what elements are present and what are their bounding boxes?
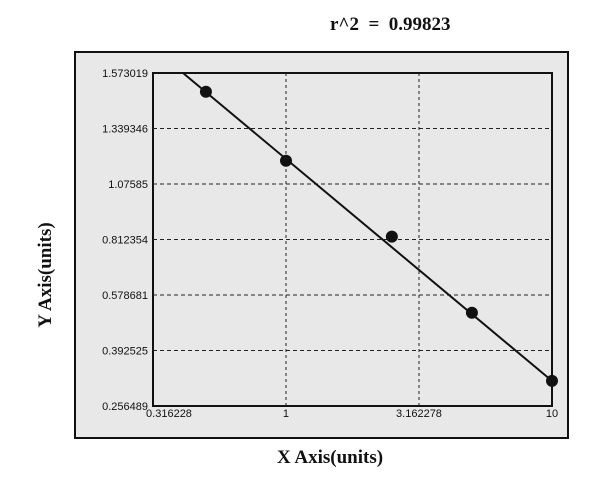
chart-title: r^2 = 0.99823 xyxy=(330,14,451,35)
data-point xyxy=(465,306,478,319)
y-tick-label: 0.578681 xyxy=(102,290,148,302)
x-tick-label: 10 xyxy=(546,408,558,420)
data-point xyxy=(199,85,212,98)
y-tick-label: 0.256489 xyxy=(102,401,148,413)
y-tick-label: 1.339346 xyxy=(102,124,148,136)
y-tick-label: 1.573019 xyxy=(102,68,148,80)
data-point xyxy=(279,154,292,167)
y-tick-label: 1.07585 xyxy=(108,179,148,191)
y-tick-label: 0.392525 xyxy=(102,346,148,358)
chart-frame xyxy=(74,51,569,439)
x-tick-label: 1 xyxy=(283,408,289,420)
x-axis-label: X Axis(units) xyxy=(276,447,384,468)
data-point xyxy=(546,374,558,387)
x-tick-label: 0.316228 xyxy=(146,408,192,420)
y-axis-label: Y Axis(units) xyxy=(35,222,56,328)
fit-line xyxy=(182,72,553,382)
y-tick-label: 0.812354 xyxy=(102,235,148,247)
data-point xyxy=(385,230,398,243)
x-tick-label: 3.162278 xyxy=(396,408,442,420)
